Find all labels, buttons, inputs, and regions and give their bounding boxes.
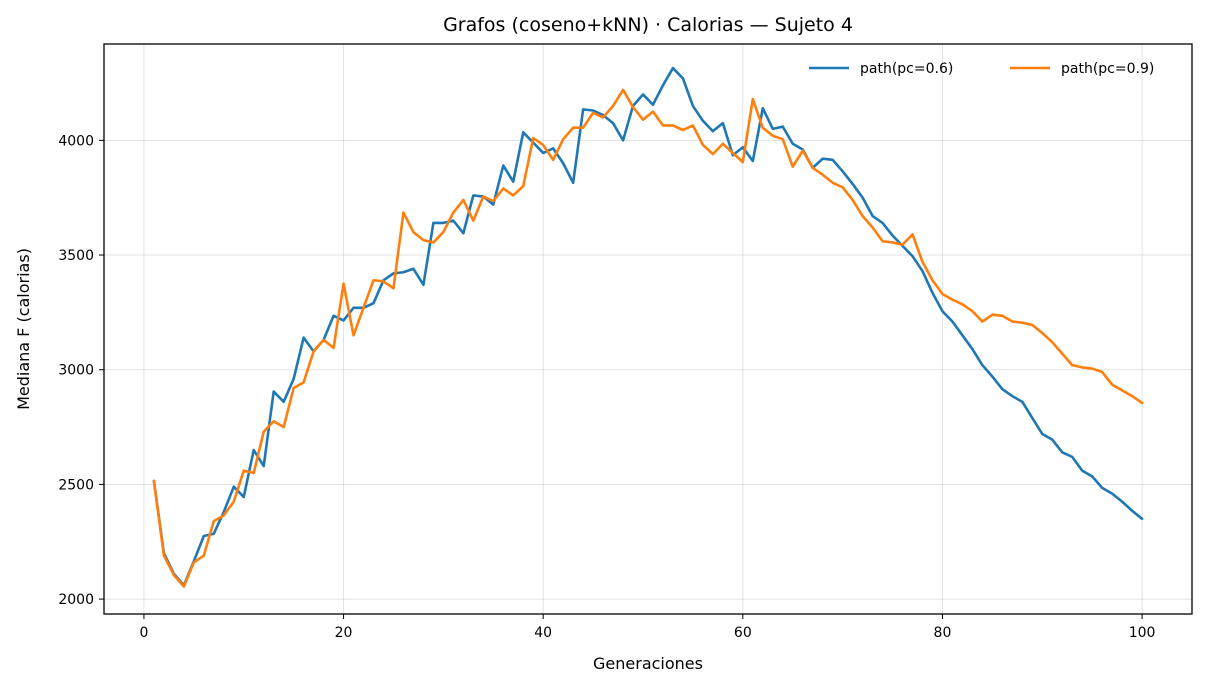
series-lines bbox=[152, 66, 1144, 588]
y-axis-label: Mediana F (calorias) bbox=[14, 248, 33, 410]
chart-title: Grafos (coseno+kNN) · Calorias — Sujeto … bbox=[443, 14, 853, 36]
x-tick-label: 0 bbox=[139, 625, 148, 641]
x-axis-label: Generaciones bbox=[593, 654, 703, 673]
x-tick-label: 20 bbox=[335, 625, 353, 641]
y-tick-label: 4000 bbox=[58, 133, 94, 149]
legend-label-1: path(pc=0.9) bbox=[1061, 61, 1154, 77]
y-tick-label: 2000 bbox=[58, 592, 94, 608]
x-tick-label: 80 bbox=[934, 625, 952, 641]
y-tick-label: 3500 bbox=[58, 248, 94, 264]
plot-frame bbox=[103, 43, 1193, 615]
axis-ticks: 0 20 40 60 80 100 2000 2500 3000 3500 4000 bbox=[58, 133, 1155, 641]
x-tick-label: 40 bbox=[534, 625, 552, 641]
y-tick-label: 2500 bbox=[58, 477, 94, 493]
x-tick-label: 100 bbox=[1129, 625, 1156, 641]
legend-label-0: path(pc=0.6) bbox=[860, 61, 953, 77]
legend: path(pc=0.6) path(pc=0.9) bbox=[809, 61, 1154, 77]
y-tick-label: 3000 bbox=[58, 363, 94, 379]
grid-lines bbox=[104, 44, 1192, 614]
x-tick-label: 60 bbox=[734, 625, 752, 641]
series-line-1 bbox=[152, 88, 1144, 588]
